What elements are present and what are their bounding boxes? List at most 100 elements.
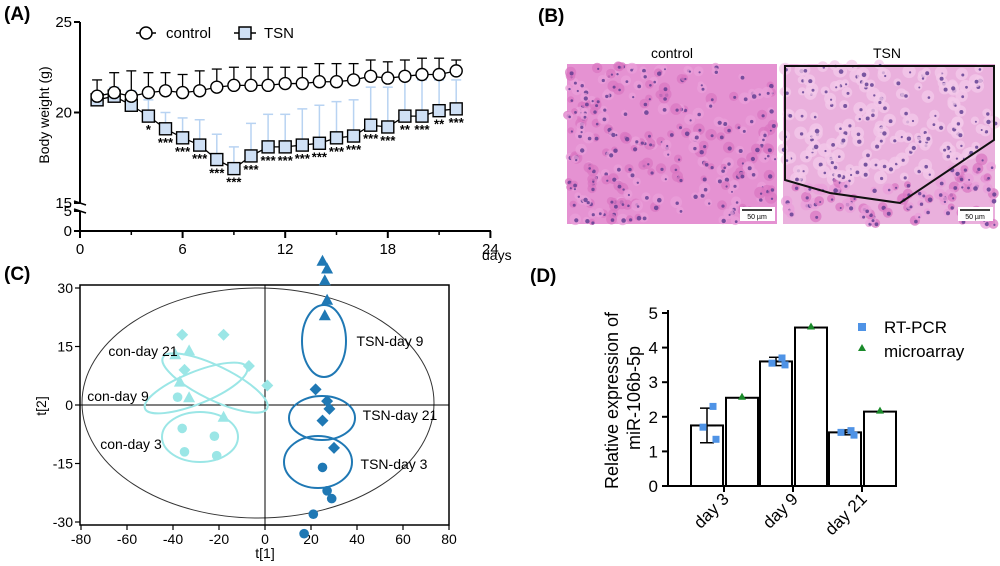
tissue-nucleus bbox=[839, 207, 842, 209]
significance-label: *** bbox=[158, 135, 174, 150]
panel-c-x-tick-label: -20 bbox=[209, 531, 229, 547]
panel-d-y-tick-label: 2 bbox=[649, 408, 658, 427]
tissue-nucleus bbox=[924, 164, 928, 169]
tissue-cell bbox=[921, 90, 935, 103]
tissue-cell bbox=[606, 68, 616, 79]
tissue-cell bbox=[680, 74, 689, 82]
control-point bbox=[415, 67, 429, 82]
tissue-nucleus bbox=[612, 85, 616, 89]
tissue-nucleus bbox=[869, 213, 873, 217]
tsn-point bbox=[175, 131, 190, 145]
tissue-nucleus bbox=[886, 211, 891, 216]
tissue-nucleus bbox=[789, 212, 794, 217]
tissue-nucleus bbox=[800, 114, 804, 118]
tissue-nucleus bbox=[946, 154, 951, 159]
tissue-nucleus bbox=[909, 205, 913, 209]
tissue-nucleus bbox=[926, 136, 931, 141]
tissue-nucleus bbox=[596, 100, 600, 104]
tissue-nucleus bbox=[870, 83, 874, 87]
tissue-cell bbox=[829, 81, 841, 92]
panel-c-x-tick-label: 60 bbox=[395, 531, 411, 547]
panel-d-x-tick-label: day 9 bbox=[759, 489, 802, 532]
tissue-nucleus bbox=[575, 159, 578, 162]
tissue-nucleus bbox=[587, 136, 592, 141]
tissue-nucleus bbox=[855, 170, 860, 175]
tissue-nucleus bbox=[954, 104, 957, 107]
pca-point-triangle bbox=[169, 348, 182, 360]
tissue-nucleus bbox=[585, 219, 590, 224]
tissue-nucleus bbox=[805, 156, 809, 159]
tissue-nucleus bbox=[580, 131, 583, 134]
micrograph-tsn-title: TSN bbox=[873, 45, 901, 61]
significance-label: *** bbox=[312, 149, 328, 164]
tissue-nucleus bbox=[598, 212, 602, 216]
tissue-nucleus bbox=[627, 204, 630, 208]
tissue-nucleus bbox=[573, 183, 577, 188]
control-point bbox=[364, 69, 378, 84]
tissue-cell bbox=[926, 117, 940, 130]
cluster-label-con-day3: con-day 3 bbox=[100, 436, 162, 452]
control-point bbox=[192, 84, 207, 98]
tissue-nucleus bbox=[764, 157, 767, 160]
tissue-cell bbox=[845, 168, 856, 180]
tsn-point bbox=[158, 122, 173, 136]
panel-c-y-tick-label: -15 bbox=[53, 456, 73, 472]
tissue-cell bbox=[827, 194, 836, 203]
tissue-nucleus bbox=[610, 73, 614, 76]
tissue-nucleus bbox=[662, 108, 667, 112]
control-point bbox=[261, 78, 275, 93]
tissue-nucleus bbox=[664, 178, 667, 181]
tissue-nucleus bbox=[917, 169, 921, 174]
tissue-cell bbox=[693, 66, 704, 77]
significance-label: * bbox=[146, 122, 152, 137]
panel-a-legend: control TSN bbox=[136, 25, 294, 42]
tissue-nucleus bbox=[585, 102, 589, 107]
tissue-nucleus bbox=[688, 70, 692, 73]
tissue-cell bbox=[882, 183, 894, 195]
significance-label: *** bbox=[295, 151, 311, 166]
tissue-cell bbox=[959, 79, 972, 93]
tissue-nucleus bbox=[747, 166, 752, 171]
bar-rtpcr bbox=[828, 431, 862, 487]
pca-point-diamond bbox=[316, 414, 329, 427]
tissue-cell bbox=[674, 154, 683, 163]
tissue-nucleus bbox=[831, 143, 835, 147]
tissue-nucleus bbox=[580, 125, 584, 129]
tissue-nucleus bbox=[841, 138, 846, 143]
rtpcr-point bbox=[778, 354, 786, 362]
tissue-nucleus bbox=[914, 219, 918, 224]
tissue-nucleus bbox=[663, 87, 668, 92]
tissue-nucleus bbox=[918, 216, 921, 219]
tissue-nucleus bbox=[961, 95, 965, 99]
tissue-cell bbox=[645, 80, 654, 89]
tissue-nucleus bbox=[909, 71, 912, 74]
pca-point-triangle bbox=[318, 274, 331, 286]
tissue-nucleus bbox=[649, 143, 653, 147]
tissue-nucleus bbox=[856, 132, 861, 137]
tissue-nucleus bbox=[617, 65, 621, 69]
tissue-nucleus bbox=[653, 205, 659, 211]
tissue-cell bbox=[799, 150, 813, 163]
tissue-nucleus bbox=[990, 166, 994, 169]
tissue-nucleus bbox=[733, 184, 737, 188]
tissue-nucleus bbox=[911, 145, 916, 151]
panel-c-x-tick-label: -80 bbox=[71, 531, 91, 547]
cluster-label-tsn-day9: TSN-day 9 bbox=[357, 333, 424, 349]
tissue-nucleus bbox=[974, 79, 979, 84]
tissue-nucleus bbox=[986, 187, 991, 192]
tissue-nucleus bbox=[993, 223, 996, 226]
pca-point-diamond bbox=[328, 441, 340, 454]
tissue-nucleus bbox=[824, 149, 827, 153]
tissue-nucleus bbox=[701, 87, 705, 91]
tissue-nucleus bbox=[612, 177, 617, 182]
tissue-nucleus bbox=[992, 192, 997, 197]
tissue-nucleus bbox=[805, 196, 809, 200]
rtpcr-point bbox=[847, 427, 855, 435]
control-point bbox=[398, 69, 412, 84]
tissue-nucleus bbox=[591, 187, 595, 192]
tissue-cell bbox=[628, 92, 636, 100]
tissue-nucleus bbox=[622, 188, 625, 191]
significance-label: *** bbox=[243, 162, 259, 177]
tissue-nucleus bbox=[647, 163, 650, 166]
